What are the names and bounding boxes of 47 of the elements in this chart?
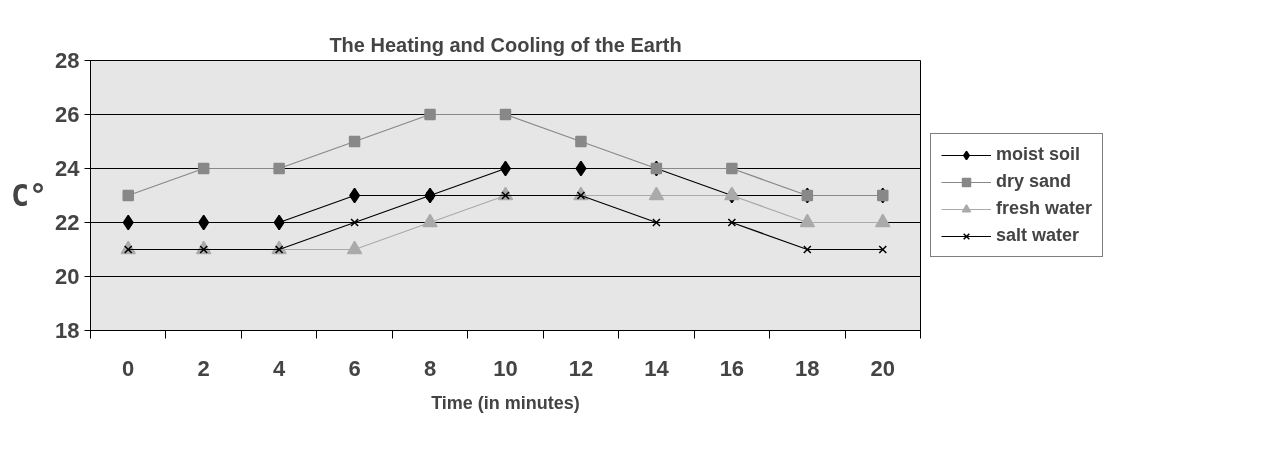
x-axis-title: Time (in minutes) <box>431 392 580 413</box>
point <box>273 162 285 175</box>
point <box>350 218 359 227</box>
point <box>122 189 134 202</box>
point <box>575 160 587 177</box>
y-tick-label: 20 <box>55 264 80 289</box>
x-tick-label: 6 <box>348 355 361 381</box>
y-axis-title: C° <box>10 178 48 213</box>
point <box>424 108 436 121</box>
x-tick-label: 10 <box>493 355 518 381</box>
x-tick-label: 14 <box>644 355 670 381</box>
point <box>499 108 512 121</box>
y-tick-label: 28 <box>55 48 80 73</box>
legend-label: dry sand <box>996 171 1072 192</box>
point <box>122 214 134 231</box>
y-tick-label: 26 <box>55 102 80 127</box>
legend-label: salt water <box>996 225 1080 246</box>
point <box>799 213 816 228</box>
y-tick-label: 18 <box>55 318 80 343</box>
x-tick-label: 2 <box>197 355 210 381</box>
chart-title: The Heating and Cooling of the Earth <box>329 33 682 56</box>
x-tick-label: 12 <box>568 355 594 381</box>
point <box>652 218 661 227</box>
x-tick-label: 18 <box>795 355 820 381</box>
x-tick-label: 20 <box>870 355 896 381</box>
point <box>648 186 665 201</box>
x-tick-label: 0 <box>122 355 135 381</box>
point <box>273 214 285 231</box>
x-tick-label: 4 <box>273 355 287 381</box>
y-tick-label: 24 <box>55 156 81 181</box>
point <box>726 162 738 175</box>
point <box>727 218 737 227</box>
point <box>197 162 210 175</box>
x-tick-label: 16 <box>719 355 745 381</box>
point <box>346 240 363 255</box>
point <box>348 135 361 148</box>
point <box>349 187 361 204</box>
legend-label: fresh water <box>996 198 1093 219</box>
point <box>198 214 210 231</box>
point <box>803 245 812 254</box>
point <box>875 213 891 228</box>
point <box>878 245 888 254</box>
y-tick-label: 22 <box>55 210 80 235</box>
point <box>422 213 438 228</box>
point <box>575 135 587 148</box>
legend-label: moist soil <box>996 144 1081 165</box>
x-tick-label: 8 <box>423 355 437 381</box>
